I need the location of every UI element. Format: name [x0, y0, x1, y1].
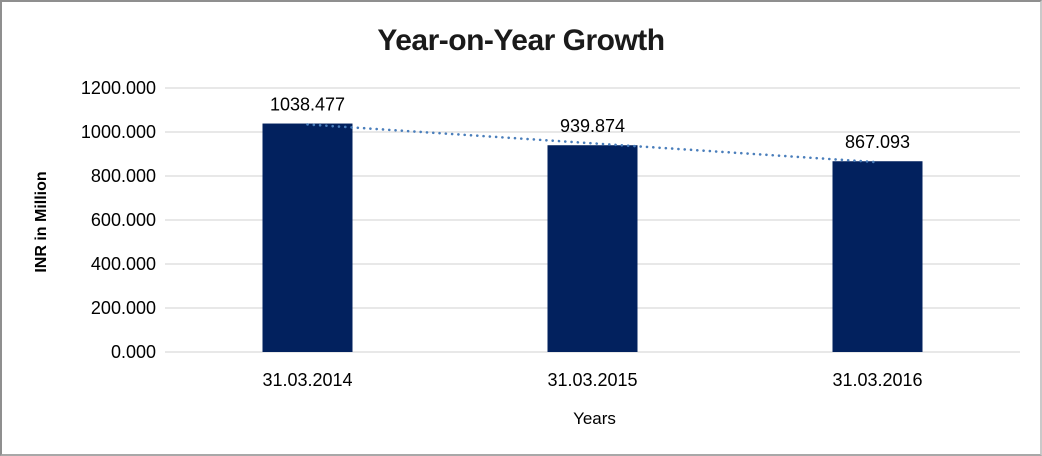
bar-31.03.2015 [547, 145, 638, 352]
bar-31.03.2014 [262, 123, 353, 352]
bar-31.03.2016 [832, 161, 923, 352]
y-tick-label: 400.000 [91, 254, 156, 274]
trendline [306, 123, 879, 164]
x-axis-title: Years [573, 409, 616, 428]
x-category-label: 31.03.2014 [262, 370, 352, 390]
chart-title: Year-on-Year Growth [377, 24, 665, 57]
y-tick-label: 600.000 [91, 210, 156, 230]
bar-value-label: 939.874 [560, 116, 625, 136]
x-category-label: 31.03.2015 [547, 370, 637, 390]
y-tick-label: 800.000 [91, 166, 156, 186]
y-tick-label: 1000.000 [81, 122, 156, 142]
bar-value-label: 867.093 [845, 132, 910, 152]
y-tick-label: 200.000 [91, 298, 156, 318]
bar-value-label: 1038.477 [270, 95, 345, 115]
y-tick-label: 0.000 [111, 342, 156, 362]
y-tick-label: 1200.000 [81, 78, 156, 98]
x-category-label: 31.03.2016 [832, 370, 922, 390]
